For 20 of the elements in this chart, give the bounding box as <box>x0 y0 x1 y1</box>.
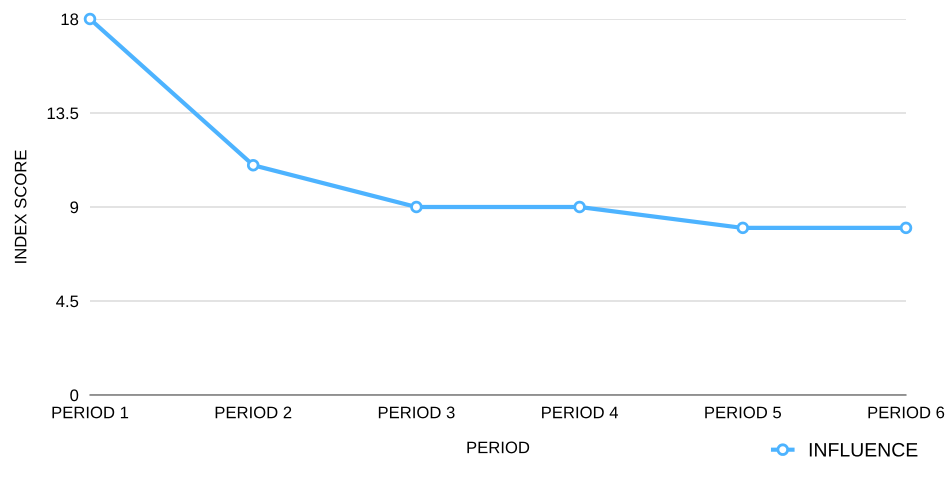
x-tick-label: PERIOD 1 <box>52 406 128 418</box>
y-tick-label: 9 <box>70 201 78 214</box>
x-axis-title: PERIOD <box>467 442 530 454</box>
x-tick-label: PERIOD 2 <box>216 406 292 418</box>
point <box>900 222 912 234</box>
x-tick-label: PERIOD 6 <box>868 406 944 418</box>
x-tick-label: PERIOD 4 <box>542 406 618 418</box>
y-axis-title: INDEX SCORE <box>14 150 26 263</box>
y-tick-label: 13.5 <box>48 107 78 120</box>
y-tick-label: 0 <box>70 389 78 402</box>
point <box>573 200 586 214</box>
x-tick-label: PERIOD 5 <box>705 406 781 418</box>
y-tick-label: 4.5 <box>56 296 78 308</box>
x-tick-label: PERIOD 3 <box>378 406 455 418</box>
y-tick-label: 18 <box>62 13 78 26</box>
point <box>736 222 750 234</box>
legend-label: INFLUENCE <box>810 442 918 457</box>
point <box>84 12 96 26</box>
point <box>410 200 423 214</box>
point <box>246 158 260 172</box>
